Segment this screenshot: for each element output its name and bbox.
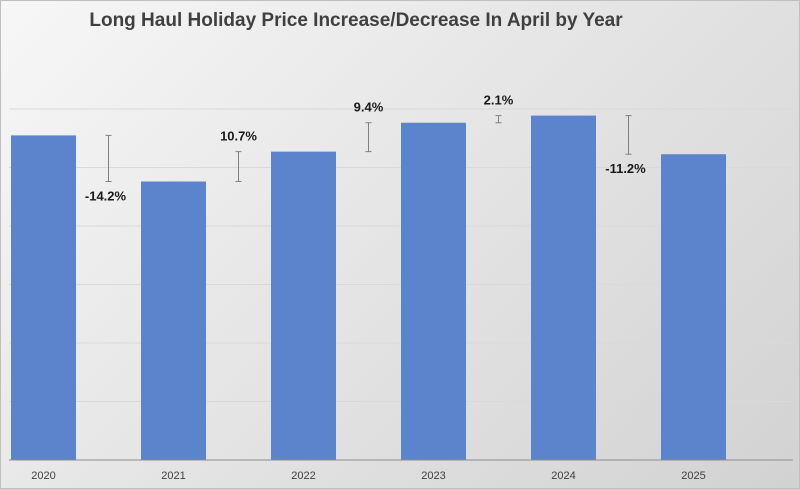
x-tick-label: 2025	[681, 470, 705, 482]
bar-2025	[661, 154, 726, 460]
bar-2024	[531, 115, 596, 460]
x-tick-label: 2024	[551, 470, 575, 482]
bar-2020	[11, 135, 76, 460]
chart-title: Long Haul Holiday Price Increase/Decreas…	[89, 10, 623, 31]
bar-2021	[141, 181, 206, 460]
change-label: -11.2%	[605, 161, 646, 176]
x-tick-label: 2023	[421, 470, 445, 482]
change-label: 9.4%	[354, 100, 384, 115]
change-label: 2.1%	[484, 93, 514, 108]
change-label: 10.7%	[220, 129, 257, 144]
change-label: -14.2%	[85, 188, 127, 203]
x-tick-label: 2020	[31, 470, 55, 482]
bar-2023	[401, 122, 466, 460]
x-tick-label: 2021	[161, 470, 185, 482]
x-tick-label: 2022	[291, 470, 315, 482]
bar-2022	[271, 151, 336, 460]
